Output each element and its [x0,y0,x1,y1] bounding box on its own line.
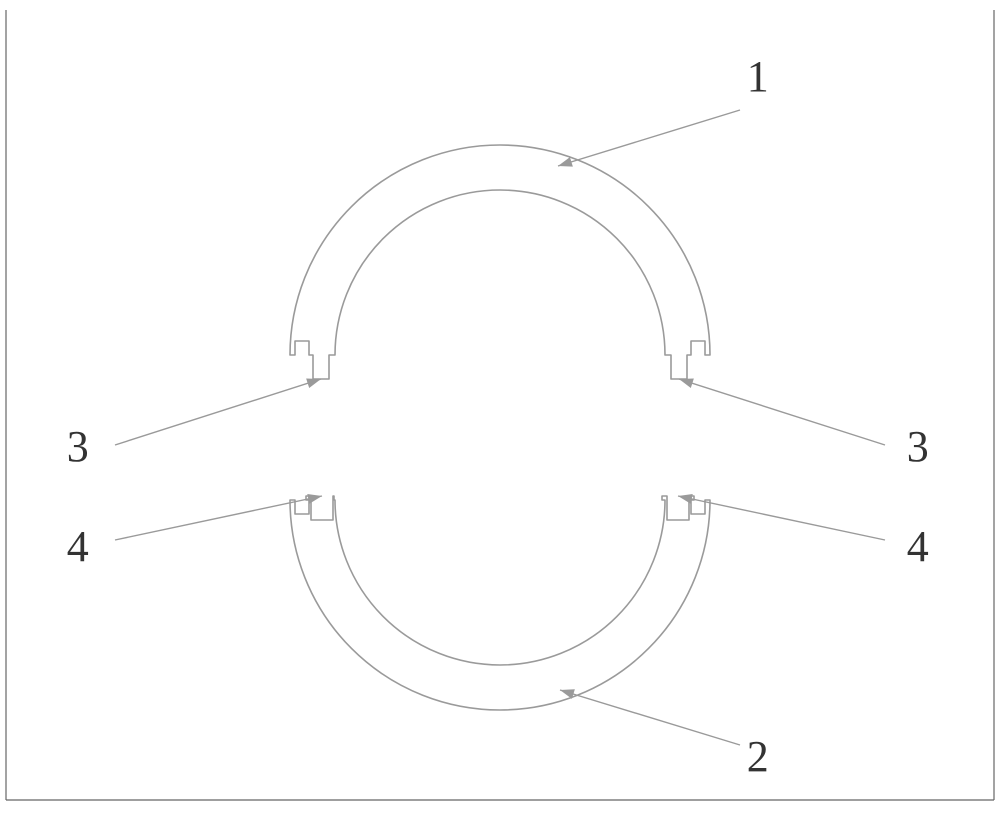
callout-label-4-left: 4 [67,525,89,569]
leader-1 [558,110,740,167]
upper-arc [290,145,710,379]
callout-label-3-left: 3 [67,425,89,469]
callout-label-1: 1 [747,55,769,99]
leader-3-right [679,379,885,445]
callout-label-3-right: 3 [907,425,929,469]
callout-label-2: 2 [747,735,769,779]
lower-arc [290,496,710,710]
leader-2 [560,689,740,745]
leader-3-left [115,379,321,445]
diagram-stage: 1 2 3 3 4 4 [0,0,1000,813]
callout-label-4-right: 4 [907,525,929,569]
diagram-svg [0,0,1000,813]
